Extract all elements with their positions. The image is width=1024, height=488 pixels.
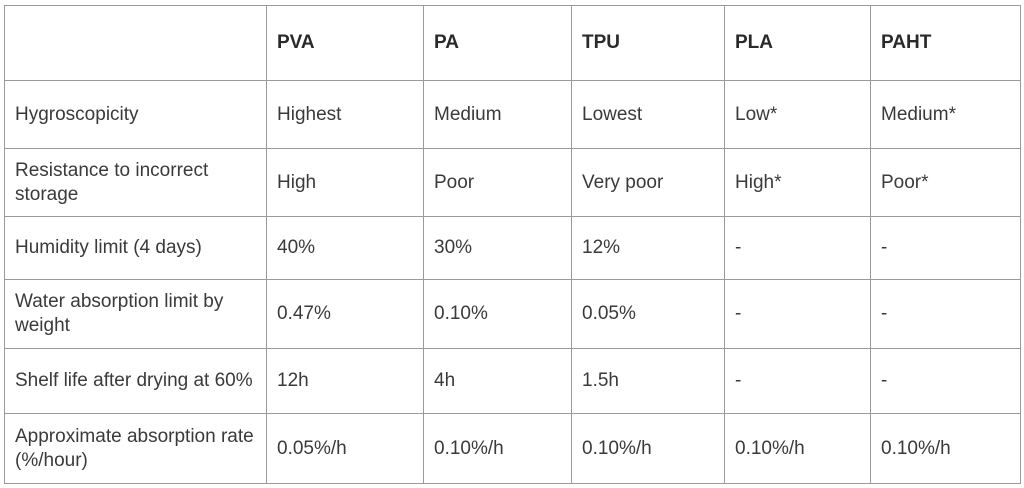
header-cell-pla: PLA: [724, 5, 871, 81]
row-label-humidity-limit: Humidity limit (4 days): [4, 216, 267, 280]
row-label-resistance: Resistance to incorrect storage: [4, 148, 267, 217]
table-cell: -: [724, 216, 871, 280]
table-row: Approximate absorption rate (%/hour) 0.0…: [4, 413, 1021, 484]
comparison-table-container: PVA PA TPU PLA PAHT Hygroscopicity Highe…: [4, 5, 1021, 484]
header-cell-paht: PAHT: [870, 5, 1021, 81]
table-cell: 0.10%/h: [724, 413, 871, 484]
row-label-shelf-life: Shelf life after drying at 60%: [4, 348, 267, 414]
table-cell: 0.10%/h: [423, 413, 572, 484]
table-row: Resistance to incorrect storage High Poo…: [4, 148, 1021, 217]
table-row: Water absorption limit by weight 0.47% 0…: [4, 279, 1021, 349]
header-cell-empty: [4, 5, 267, 81]
row-label-absorption-rate: Approximate absorption rate (%/hour): [4, 413, 267, 484]
table-row: Humidity limit (4 days) 40% 30% 12% - -: [4, 216, 1021, 280]
table-cell: 0.10%: [423, 279, 572, 349]
row-label-hygroscopicity: Hygroscopicity: [4, 80, 267, 149]
header-cell-pva: PVA: [266, 5, 424, 81]
table-cell: 1.5h: [571, 348, 725, 414]
table-cell: -: [870, 279, 1021, 349]
table-cell: 4h: [423, 348, 572, 414]
table-cell: Lowest: [571, 80, 725, 149]
table-cell: Medium: [423, 80, 572, 149]
table-cell: -: [870, 216, 1021, 280]
table-cell: Poor*: [870, 148, 1021, 217]
table-cell: 0.10%/h: [870, 413, 1021, 484]
table-cell: 12%: [571, 216, 725, 280]
table-cell: Very poor: [571, 148, 725, 217]
table-cell: Low*: [724, 80, 871, 149]
table-cell: High: [266, 148, 424, 217]
table-cell: Poor: [423, 148, 572, 217]
row-label-water-absorption: Water absorption limit by weight: [4, 279, 267, 349]
table-row: Hygroscopicity Highest Medium Lowest Low…: [4, 80, 1021, 149]
table-cell: Medium*: [870, 80, 1021, 149]
table-cell: 30%: [423, 216, 572, 280]
table-cell: 12h: [266, 348, 424, 414]
header-cell-pa: PA: [423, 5, 572, 81]
table-row: Shelf life after drying at 60% 12h 4h 1.…: [4, 348, 1021, 414]
table-cell: 40%: [266, 216, 424, 280]
table-header-row: PVA PA TPU PLA PAHT: [4, 5, 1021, 81]
table-cell: -: [870, 348, 1021, 414]
table-cell: -: [724, 279, 871, 349]
table-cell: 0.05%/h: [266, 413, 424, 484]
table-cell: 0.10%/h: [571, 413, 725, 484]
table-cell: 0.47%: [266, 279, 424, 349]
header-cell-tpu: TPU: [571, 5, 725, 81]
table-cell: -: [724, 348, 871, 414]
filament-comparison-table: PVA PA TPU PLA PAHT Hygroscopicity Highe…: [4, 5, 1021, 484]
table-cell: High*: [724, 148, 871, 217]
table-cell: 0.05%: [571, 279, 725, 349]
table-cell: Highest: [266, 80, 424, 149]
